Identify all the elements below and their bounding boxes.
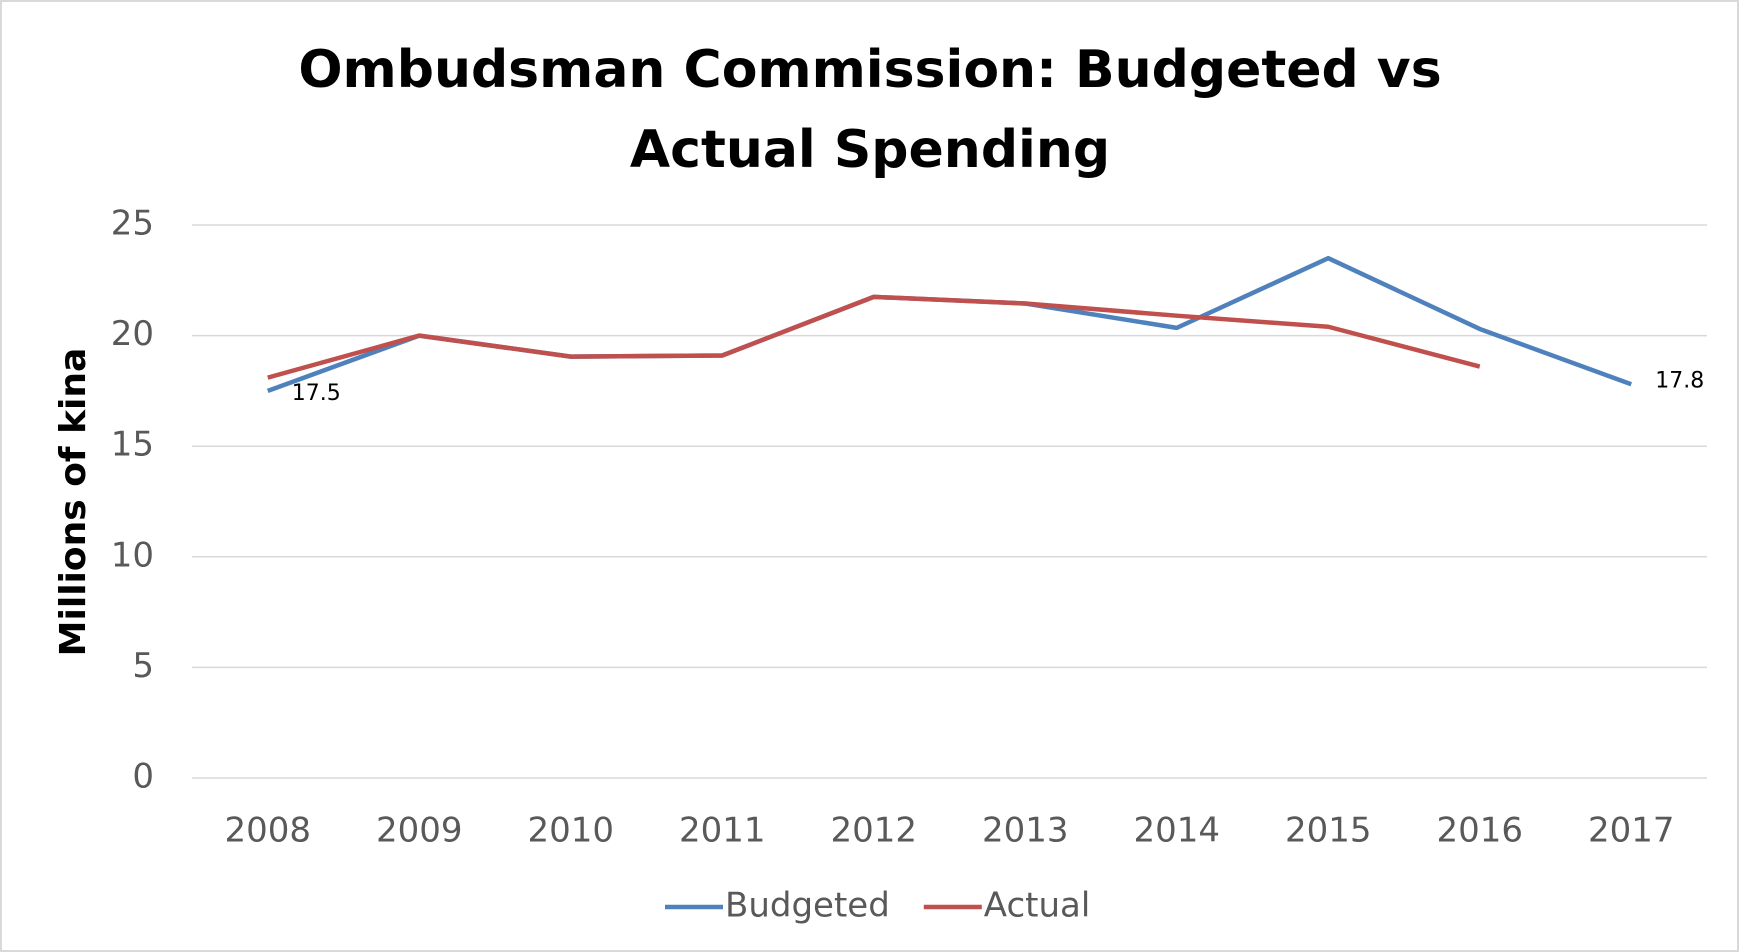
x-tick-label: 2011 <box>679 811 766 851</box>
x-tick-label: 2015 <box>1285 811 1372 851</box>
legend-label: Actual <box>984 886 1091 926</box>
x-tick-label: 2013 <box>982 811 1069 851</box>
y-tick-label: 15 <box>111 425 154 465</box>
x-tick-label: 2012 <box>830 811 917 851</box>
x-tick-label: 2017 <box>1588 811 1675 851</box>
line-series <box>267 294 1481 380</box>
x-tick-label: 2016 <box>1436 811 1523 851</box>
x-tick-label: 2008 <box>224 811 311 851</box>
y-tick-label: 25 <box>111 204 154 244</box>
y-tick-label: 10 <box>111 535 154 575</box>
chart-title: Ombudsman Commission: Budgeted vs Actual… <box>298 40 1442 180</box>
x-tick-label: 2014 <box>1133 811 1220 851</box>
y-tick-label: 20 <box>111 314 154 354</box>
y-tick-label: 0 <box>132 757 154 797</box>
y-tick-label: 5 <box>132 646 154 686</box>
x-tick-label: 2010 <box>527 811 614 851</box>
line-series <box>266 255 1633 394</box>
data-label: 17.8 <box>1655 368 1704 393</box>
x-tick-label: 2009 <box>376 811 463 851</box>
legend-label: Budgeted <box>725 886 890 926</box>
y-axis-label: Millions of kina <box>53 348 94 657</box>
data-label: 17.5 <box>292 381 341 406</box>
